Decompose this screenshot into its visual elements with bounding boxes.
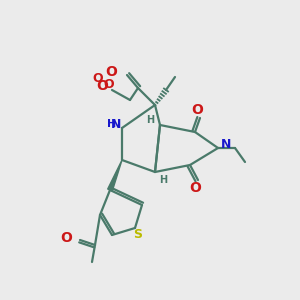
Text: O: O <box>104 77 114 91</box>
Text: H: H <box>159 175 167 185</box>
Text: H: H <box>146 115 154 125</box>
Text: O: O <box>93 71 103 85</box>
Text: O: O <box>60 231 72 245</box>
Text: N: N <box>221 139 231 152</box>
Text: H: H <box>107 119 116 129</box>
Text: S: S <box>134 227 142 241</box>
Text: N: N <box>111 118 121 130</box>
Text: O: O <box>191 103 203 117</box>
Polygon shape <box>108 160 122 191</box>
Text: O: O <box>189 181 201 195</box>
Text: O: O <box>96 79 108 93</box>
Text: O: O <box>105 65 117 79</box>
